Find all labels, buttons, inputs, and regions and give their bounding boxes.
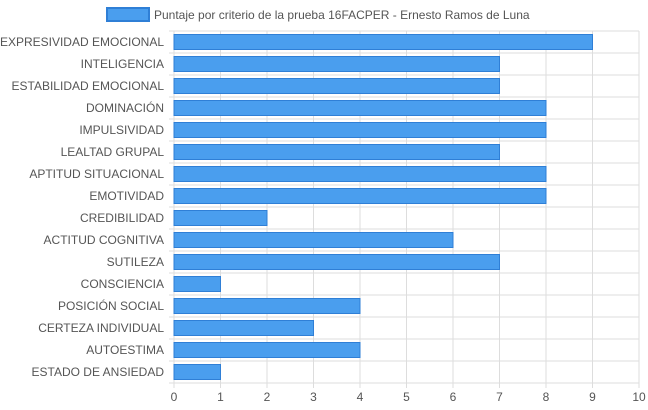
category-label: CONSCIENCIA	[81, 277, 164, 291]
category-labels: EXPRESIVIDAD EMOCIONAL INTELIGENCIA ESTABI…	[0, 35, 164, 379]
category-label: ESTADO DE ANSIEDAD	[32, 365, 165, 379]
x-tick-label: 3	[310, 390, 317, 404]
x-tick-label: 2	[264, 390, 271, 404]
x-tick-label: 9	[589, 390, 596, 404]
x-tick-label: 1	[217, 390, 224, 404]
bar[interactable]	[173, 364, 221, 380]
bar[interactable]	[173, 56, 500, 72]
bar[interactable]	[173, 188, 547, 204]
category-label: LEALTAD GRUPAL	[61, 145, 165, 159]
bar[interactable]	[173, 298, 361, 314]
category-label: APTITUD SITUACIONAL	[29, 167, 164, 181]
category-label: EXPRESIVIDAD EMOCIONAL	[0, 35, 164, 49]
bar[interactable]	[173, 342, 361, 358]
bar[interactable]	[173, 34, 593, 50]
category-label: SUTILEZA	[107, 255, 164, 269]
bars	[173, 34, 593, 380]
bar[interactable]	[173, 122, 547, 138]
bar[interactable]	[173, 78, 500, 94]
category-label: ACTITUD COGNITIVA	[44, 233, 164, 247]
category-label: CREDIBILIDAD	[80, 211, 164, 225]
category-label: DOMINACIÓN	[86, 100, 164, 115]
bar[interactable]	[173, 254, 500, 270]
x-tick-label: 4	[357, 390, 364, 404]
bar[interactable]	[173, 210, 268, 226]
bar[interactable]	[173, 166, 547, 182]
bar[interactable]	[173, 232, 454, 248]
legend[interactable]: Puntaje por criterio de la prueba 16FACP…	[106, 7, 530, 22]
category-label: INTELIGENCIA	[81, 57, 164, 71]
category-label: AUTOESTIMA	[86, 343, 164, 357]
category-label: IMPULSIVIDAD	[79, 123, 164, 137]
x-tick-label: 8	[543, 390, 550, 404]
bar[interactable]	[173, 276, 221, 292]
bar[interactable]	[173, 320, 314, 336]
category-label: EMOTIVIDAD	[89, 189, 164, 203]
x-axis-ticks: 0 1 2 3 4 5 6 7 8 9 10	[171, 390, 646, 404]
x-tick-label: 0	[171, 390, 178, 404]
legend-label: Puntaje por criterio de la prueba 16FACP…	[154, 8, 530, 22]
x-tick-label: 6	[450, 390, 457, 404]
category-label: ESTABILIDAD EMOCIONAL	[12, 79, 165, 93]
category-label: POSICIÓN SOCIAL	[58, 298, 164, 313]
category-label: CERTEZA INDIVIDUAL	[38, 321, 164, 335]
x-tick-label: 7	[496, 390, 503, 404]
bar[interactable]	[173, 100, 547, 116]
x-tick-label: 10	[632, 390, 646, 404]
x-tick-label: 5	[403, 390, 410, 404]
bar[interactable]	[173, 144, 500, 160]
legend-swatch	[106, 7, 150, 22]
